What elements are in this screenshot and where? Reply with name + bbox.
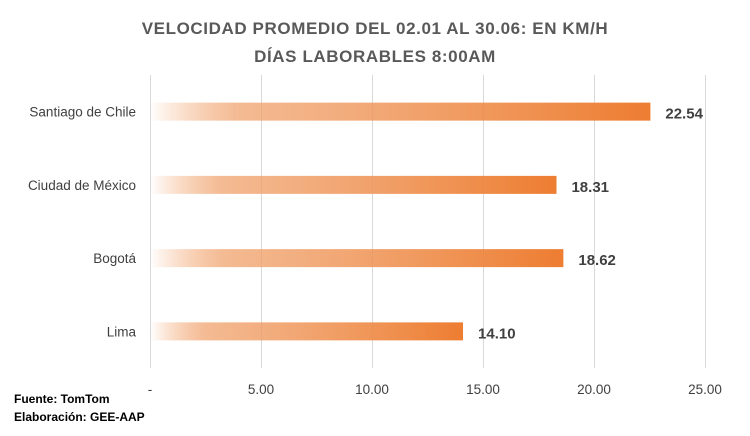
- x-tick-label-4: 20.00: [577, 382, 611, 397]
- bar-3: [150, 322, 464, 341]
- x-tick-label-5: 25.00: [688, 382, 722, 397]
- gridlines: [150, 75, 706, 368]
- data-label-3: 14.10: [478, 325, 516, 342]
- category-label-2: Bogotá: [93, 251, 136, 266]
- category-label-1: Ciudad de México: [28, 178, 136, 193]
- x-tick-label-2: 10.00: [355, 382, 389, 397]
- bars: [150, 102, 651, 341]
- chart-title-line-2: DÍAS LABORABLES 8:00AM: [254, 47, 496, 66]
- credit-note: Elaboración: GEE-AAP: [14, 410, 145, 424]
- bar-0: [150, 102, 651, 121]
- x-tick-label-1: 5.00: [248, 382, 274, 397]
- source-note: Fuente: TomTom: [14, 392, 110, 406]
- data-label-0: 22.54: [665, 106, 703, 123]
- x-tick-label-3: 15.00: [466, 382, 500, 397]
- labels: - 5.00 10.00 15.00 20.00 25.00 Santiago de Chi…: [28, 105, 722, 397]
- data-label-1: 18.31: [571, 179, 609, 196]
- chart-title-line-1: VELOCIDAD PROMEDIO DEL 02.01 AL 30.06: E…: [142, 19, 609, 38]
- category-label-0: Santiago de Chile: [29, 105, 136, 120]
- x-tick-label-0: -: [148, 382, 153, 397]
- data-label-2: 18.62: [578, 252, 616, 269]
- bar-2: [150, 249, 564, 268]
- category-label-3: Lima: [107, 324, 137, 339]
- bar-1: [150, 175, 557, 194]
